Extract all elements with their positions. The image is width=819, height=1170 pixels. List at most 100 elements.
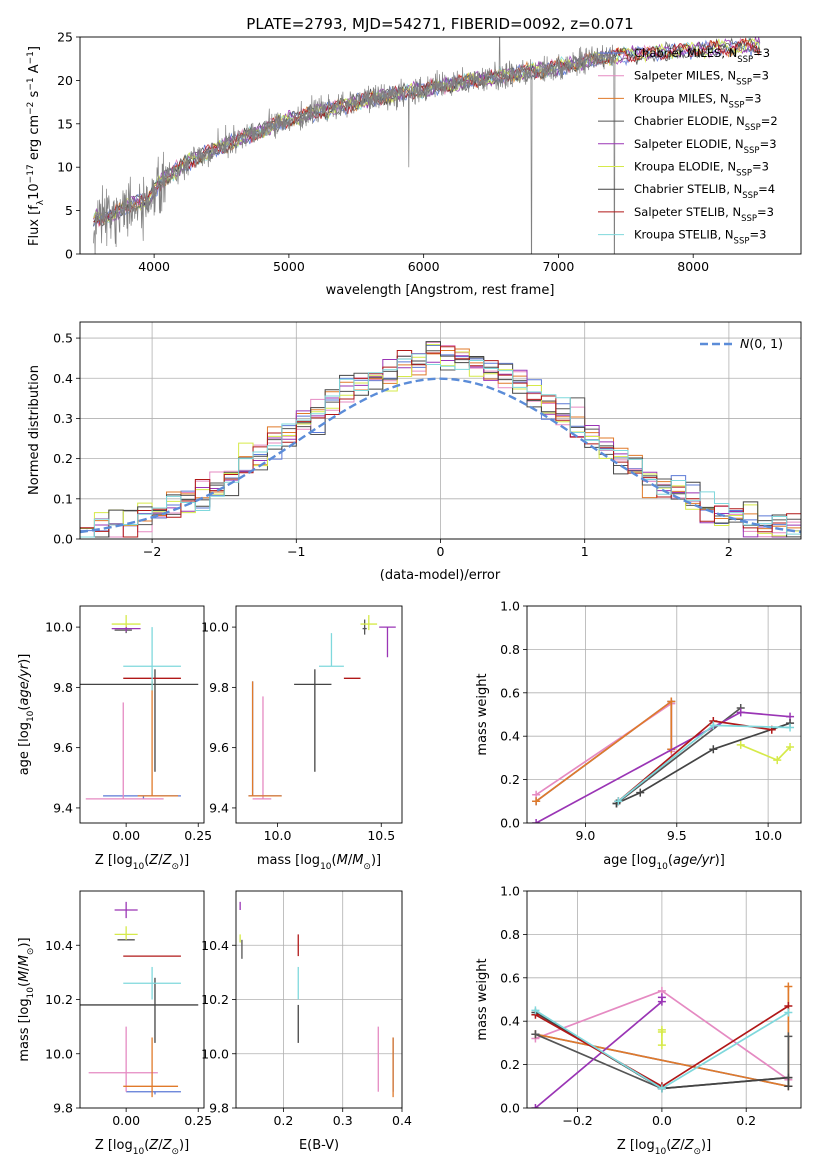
legend-name: Salpeter STELIB, N — [634, 205, 741, 219]
plus-marker — [709, 745, 718, 754]
legend-sub: SSP — [729, 100, 745, 110]
legend-suffix: =3 — [752, 160, 769, 174]
label-part: mass [log — [257, 853, 320, 868]
y-tick-label: 0.0 — [53, 532, 73, 547]
axes-frame — [235, 890, 403, 1109]
plus-marker — [784, 1073, 793, 1082]
x-tick-label: 8000 — [677, 259, 709, 274]
label-part: M — [337, 853, 348, 868]
label-part: Z [log — [95, 853, 133, 868]
legend-name: Chabrier MILES, N — [634, 46, 737, 60]
plus-marker — [784, 982, 793, 991]
plot-area — [239, 901, 394, 1098]
axes-frame — [79, 36, 802, 255]
label-part: M — [17, 955, 32, 966]
legend-sub: SSP — [736, 78, 752, 88]
y-tick-label: 9.6 — [209, 740, 229, 755]
plus-marker — [614, 797, 623, 806]
x-tick-label: 2 — [725, 544, 733, 559]
label-part: ( — [144, 853, 149, 868]
x-tick-label: −2 — [143, 544, 161, 559]
y-tick-label: 0.4 — [500, 1014, 520, 1029]
y-tick-label: 10.0 — [45, 1046, 73, 1061]
y-tick-label: 9.6 — [53, 740, 73, 755]
panel-age_vs_Z: 0.00 0.259.49.69.810.0Z [log10(Z/Z⊙)]age … — [17, 605, 212, 872]
legend-label: Salpeter MILES, NSSP=3 — [634, 69, 769, 88]
label-part: Z — [148, 853, 159, 868]
y-axis-label: mass weight — [475, 673, 490, 755]
label-part: −2 — [26, 102, 36, 115]
label-part: Z — [148, 1138, 159, 1153]
model-spectrum-line — [93, 37, 761, 227]
x-axis-label: Z [log10(Z/Z⊙)] — [95, 1138, 189, 1157]
plus-marker — [709, 721, 718, 730]
x-tick-label: −0.2 — [562, 1113, 592, 1128]
x-axis-label: age [log10(age/yr)] — [603, 853, 725, 872]
x-tick-label: 5000 — [273, 259, 305, 274]
legend-sub: SSP — [744, 146, 760, 156]
plot-area — [80, 341, 801, 538]
legend-name: N — [740, 336, 750, 351]
x-tick-label: 7000 — [543, 259, 575, 274]
plus-marker — [784, 1032, 793, 1041]
panel-mass_vs_EBV: 0.2 0.3 0.4 9.8 10.0 10.2 10.4 E(B-V) — [201, 890, 412, 1153]
model-spectrum-line — [93, 37, 761, 227]
residual-histogram — [80, 346, 801, 538]
y-tick-label: 10.2 — [45, 992, 73, 1007]
plus-marker — [736, 740, 745, 749]
plus-marker — [657, 1041, 666, 1050]
label-part: −1 — [26, 77, 36, 90]
plus-marker — [531, 1006, 540, 1015]
y-tick-label: 10.0 — [45, 620, 73, 635]
label-part: ( — [144, 1138, 149, 1153]
plus-marker — [784, 1082, 793, 1091]
panel-residuals: −2 −1 0 1 2 0.0 0.1 0.2 0.3 0.4 0.5 N(0, 1) (data-mo… — [27, 321, 802, 583]
label-part: age/yr — [673, 853, 716, 868]
label-part: ( — [666, 1138, 671, 1153]
legend-suffix: =3 — [752, 69, 769, 83]
label-part: / — [680, 1138, 685, 1153]
axes-frame — [526, 605, 802, 824]
plus-marker — [532, 819, 541, 823]
label-part: Z — [684, 1138, 695, 1153]
label-part: ( — [17, 706, 32, 711]
x-tick-label: 6000 — [408, 259, 440, 274]
model-spectrum-line — [93, 37, 761, 228]
weight-line — [740, 744, 791, 762]
label-part: Z — [670, 1138, 681, 1153]
legend-name: Kroupa ELODIE, N — [634, 160, 736, 174]
label-part: )] — [179, 853, 189, 868]
y-axis-label: Flux [fλ10−17 erg cm−2 s−1 A−1] — [26, 46, 46, 246]
label-part: )] — [371, 853, 381, 868]
y-tick-label: 0.6 — [500, 685, 520, 700]
observed-spectrum-line — [93, 37, 616, 254]
label-part: )] — [715, 853, 725, 868]
plot-area — [531, 982, 793, 1108]
legend-label: Chabrier MILES, NSSP=3 — [634, 46, 770, 65]
legend-name: Chabrier ELODIE, N — [634, 114, 745, 128]
legend-suffix: =3 — [749, 228, 766, 242]
x-tick-label: 4000 — [138, 259, 170, 274]
label-part: 10 — [26, 710, 36, 722]
legend-suffix: =4 — [758, 182, 775, 196]
y-tick-label: 10.2 — [201, 992, 229, 1007]
x-tick-label: −1 — [287, 544, 305, 559]
y-tick-label: 0 — [65, 247, 73, 262]
legend-name: Salpeter MILES, N — [634, 69, 736, 83]
plus-marker — [636, 788, 645, 797]
x-axis-label: E(B-V) — [299, 1138, 339, 1153]
y-axis-label: mass weight — [475, 958, 490, 1040]
x-tick-label: 9.5 — [667, 828, 687, 843]
x-axis-label: mass [log10(M/M⊙)] — [257, 853, 381, 872]
label-part: 10 — [656, 862, 668, 872]
plus-marker — [532, 797, 541, 806]
y-tick-label: 1.0 — [500, 884, 520, 899]
x-tick-label: 0.00 — [112, 1113, 140, 1128]
x-tick-label: 9.0 — [576, 828, 596, 843]
y-tick-label: 9.8 — [209, 1101, 229, 1116]
y-tick-label: 10.0 — [201, 620, 229, 635]
legend-sub: SSP — [742, 191, 758, 201]
label-part: −17 — [26, 164, 36, 183]
